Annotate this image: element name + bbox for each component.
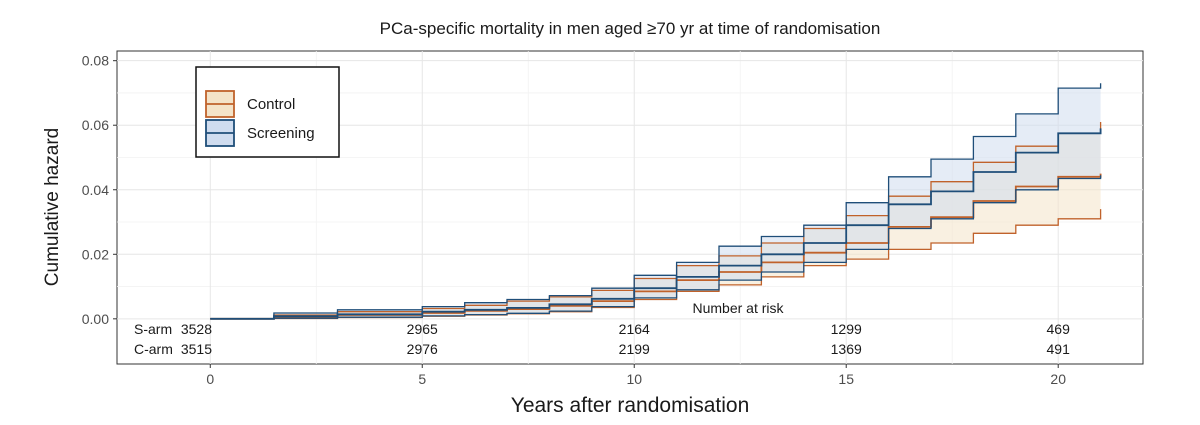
ci-band-screening xyxy=(210,83,1101,319)
x-tick-label: 5 xyxy=(418,371,426,387)
risk-value: 3528 xyxy=(181,321,212,337)
risk-value: 3515 xyxy=(181,341,212,357)
x-axis-title: Years after randomisation xyxy=(511,394,750,417)
risk-table: Number at risk S-arm 3528 2965 2164 1299 469 C-… xyxy=(134,300,1070,357)
y-axis-title: Cumulative hazard xyxy=(42,128,63,286)
risk-row-s-arm: S-arm 3528 2965 2164 1299 469 xyxy=(134,321,1070,337)
risk-value: 491 xyxy=(1047,341,1071,357)
risk-row-label: C-arm xyxy=(134,341,173,357)
ci-upper-line-screening xyxy=(210,83,1102,320)
axis-ticks: 0 5 10 15 20 0.00 0.02 0.04 0.06 0.08 xyxy=(82,53,1066,387)
risk-value: 2976 xyxy=(407,341,438,357)
legend-label-screening: Screening xyxy=(247,125,315,142)
y-tick-label: 0.02 xyxy=(82,246,109,262)
x-tick-label: 10 xyxy=(626,371,642,387)
risk-value: 1299 xyxy=(831,321,862,337)
risk-row-c-arm: C-arm 3515 2976 2199 1369 491 xyxy=(134,341,1070,357)
y-tick-label: 0.08 xyxy=(82,53,109,69)
risk-value: 2164 xyxy=(619,321,650,337)
legend: Control Screening xyxy=(195,66,340,158)
risk-value: 2965 xyxy=(407,321,438,337)
risk-value: 2199 xyxy=(619,341,650,357)
risk-value: 1369 xyxy=(831,341,862,357)
legend-item-screening: Screening xyxy=(205,119,315,147)
y-tick-label: 0.06 xyxy=(82,117,109,133)
legend-label-control: Control xyxy=(247,96,295,113)
ci-lower-line-screening xyxy=(210,175,1102,320)
y-tick-label: 0.04 xyxy=(82,182,109,198)
risk-table-header: Number at risk xyxy=(692,300,784,316)
risk-value: 469 xyxy=(1047,321,1071,337)
legend-item-control: Control xyxy=(205,90,295,118)
x-tick-label: 15 xyxy=(838,371,854,387)
y-tick-label: 0.00 xyxy=(82,311,109,327)
hazard-line-screening xyxy=(210,128,1102,320)
chart-title: PCa-specific mortality in men aged ≥70 y… xyxy=(380,19,881,38)
x-tick-label: 20 xyxy=(1050,371,1066,387)
hazard-lines xyxy=(210,83,1102,320)
risk-row-label: S-arm xyxy=(134,321,172,337)
confidence-bands xyxy=(210,83,1101,319)
x-tick-label: 0 xyxy=(206,371,214,387)
